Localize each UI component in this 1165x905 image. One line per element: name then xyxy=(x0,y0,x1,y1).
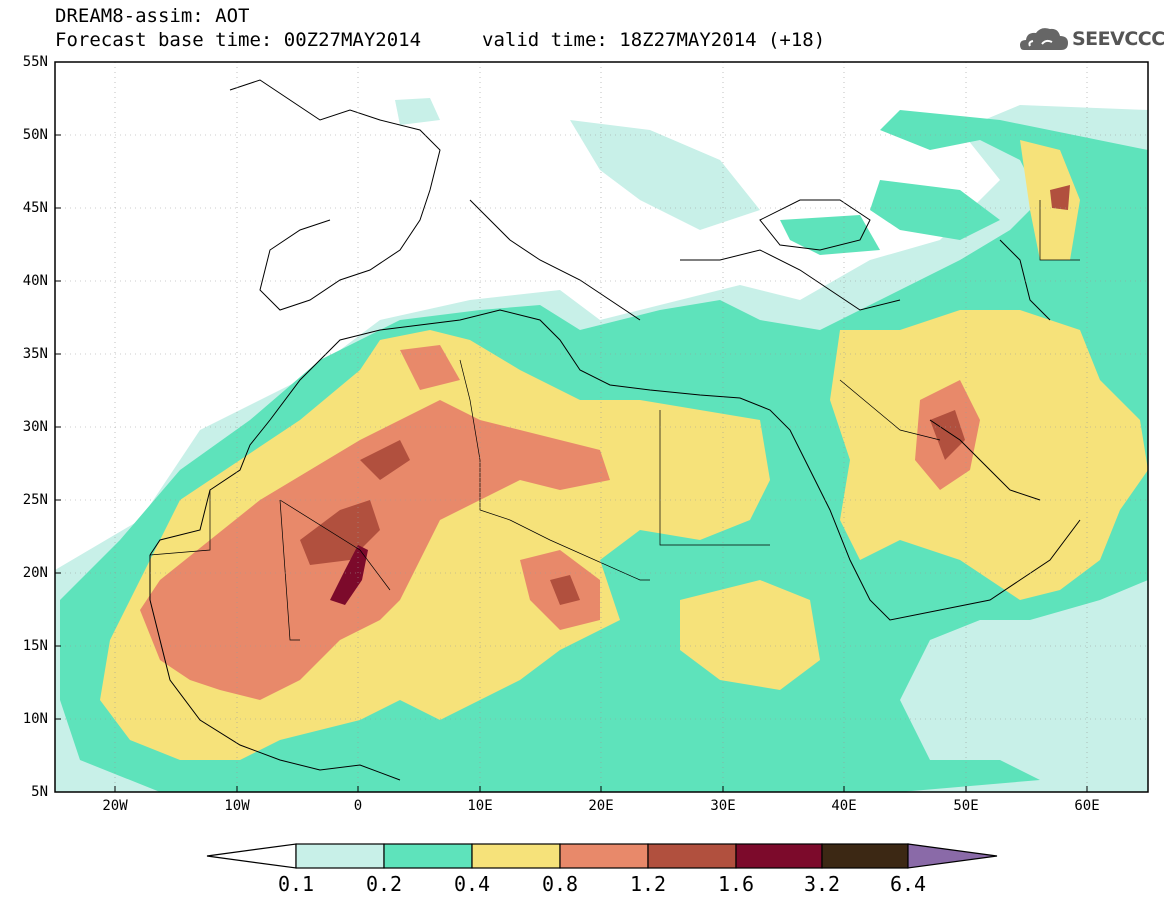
colorbar-label: 0.1 xyxy=(277,872,315,896)
cloud-icon xyxy=(1020,28,1068,50)
colorbar-label: 0.2 xyxy=(365,872,403,896)
colorbar-swatch-5 xyxy=(647,843,737,869)
colorbar-label: 3.2 xyxy=(803,872,841,896)
lat-label: 45N xyxy=(22,200,48,216)
valid-time: valid time: 18Z27MAY2014 (+18) xyxy=(482,29,826,51)
colorbar-swatch-4 xyxy=(559,843,649,869)
axis-ticks xyxy=(55,134,1088,792)
colorbar-swatch-6 xyxy=(735,843,823,869)
colorbar-label: 0.8 xyxy=(541,872,579,896)
lat-label: 25N xyxy=(22,492,48,508)
colorbar-low-arrow xyxy=(206,843,297,869)
lon-label: 20E xyxy=(588,798,614,814)
lon-label: 10E xyxy=(467,798,493,814)
colorbar-swatch-1 xyxy=(295,843,385,869)
lat-label: 50N xyxy=(22,127,48,143)
lon-label: 10W xyxy=(224,798,250,814)
forecast-base-time: Forecast base time: 00Z27MAY2014 xyxy=(55,29,422,51)
lon-label: 40E xyxy=(831,798,857,814)
colorbar-swatch-2 xyxy=(383,843,473,869)
lat-label: 30N xyxy=(22,419,48,435)
lon-label: 50E xyxy=(953,798,979,814)
map-title: DREAM8-assim: AOT xyxy=(55,5,250,27)
lon-label: 20W xyxy=(102,798,128,814)
colorbar-swatch-7 xyxy=(821,843,909,869)
lat-label: 15N xyxy=(22,638,48,654)
lat-lon-grid xyxy=(55,62,1148,792)
colorbar xyxy=(206,843,998,869)
aot-contour-1.6 xyxy=(330,545,368,605)
colorbar-label: 1.6 xyxy=(717,872,755,896)
lat-label: 35N xyxy=(22,346,48,362)
lat-label: 55N xyxy=(22,54,48,70)
colorbar-high-arrow xyxy=(907,843,998,869)
coastlines xyxy=(149,79,1081,781)
borders xyxy=(149,200,1080,641)
lon-label: 60E xyxy=(1074,798,1100,814)
colorbar-label: 6.4 xyxy=(889,872,927,896)
lon-label: 30E xyxy=(710,798,736,814)
lat-label: 5N xyxy=(31,784,48,800)
lat-label: 10N xyxy=(22,711,48,727)
colorbar-label: 1.2 xyxy=(629,872,667,896)
colorbar-swatch-3 xyxy=(471,843,561,869)
lon-label: 0 xyxy=(353,798,363,814)
lat-label: 40N xyxy=(22,273,48,289)
colorbar-label: 0.4 xyxy=(453,872,491,896)
logo-text: SEEVCCC xyxy=(1072,28,1165,50)
lat-label: 20N xyxy=(22,565,48,581)
